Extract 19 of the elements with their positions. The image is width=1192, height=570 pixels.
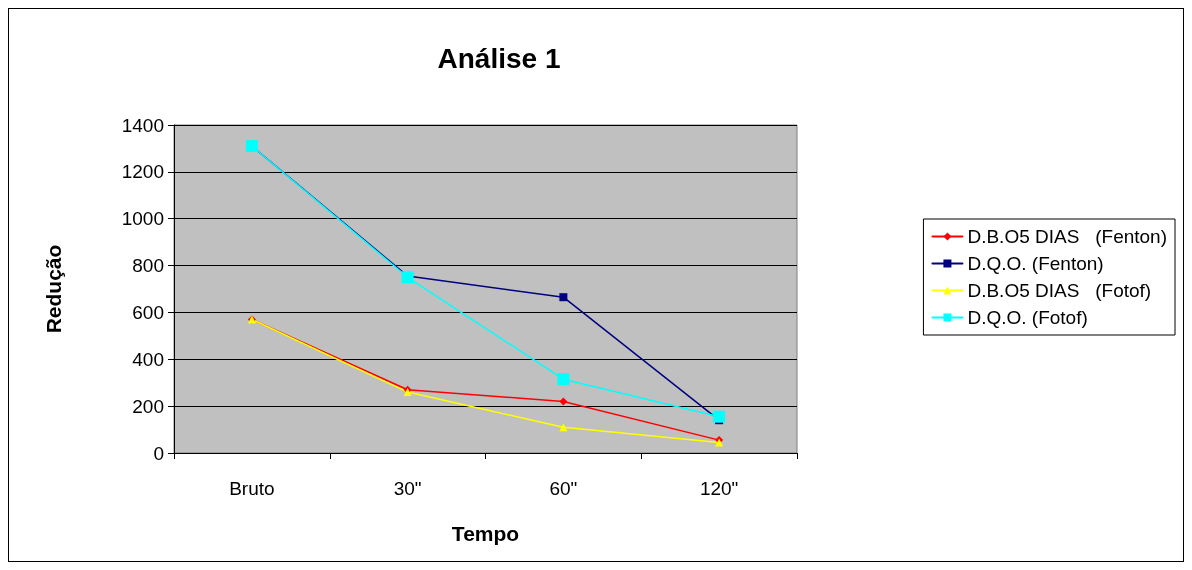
legend-label: D.B.O5 DIAS (Fenton) bbox=[967, 226, 1168, 247]
x-tick-label: 60" bbox=[549, 478, 578, 499]
y-tick-label: 1400 bbox=[121, 114, 164, 136]
y-tick-label: 600 bbox=[132, 301, 164, 323]
y-tick-label: 400 bbox=[132, 348, 164, 370]
x-tick-label: 30" bbox=[393, 478, 422, 499]
legend-label: D.Q.O. (Fenton) bbox=[967, 253, 1104, 274]
y-tick-label: 1000 bbox=[121, 208, 164, 230]
y-axis-title: Redução bbox=[42, 244, 65, 334]
x-axis-title: Tempo bbox=[451, 522, 520, 545]
x-tick-label: 120" bbox=[699, 478, 739, 499]
x-tick-label: Bruto bbox=[229, 478, 275, 499]
chart-title: Análise 1 bbox=[437, 42, 561, 74]
y-tick-label: 800 bbox=[132, 255, 164, 277]
y-tick-label: 1200 bbox=[121, 161, 164, 183]
y-tick-label: 0 bbox=[153, 442, 164, 464]
legend-label: D.Q.O. (Fotof) bbox=[967, 307, 1088, 328]
y-tick-label: 200 bbox=[132, 395, 164, 417]
legend-label: D.B.O5 DIAS (Fotof) bbox=[967, 280, 1152, 301]
